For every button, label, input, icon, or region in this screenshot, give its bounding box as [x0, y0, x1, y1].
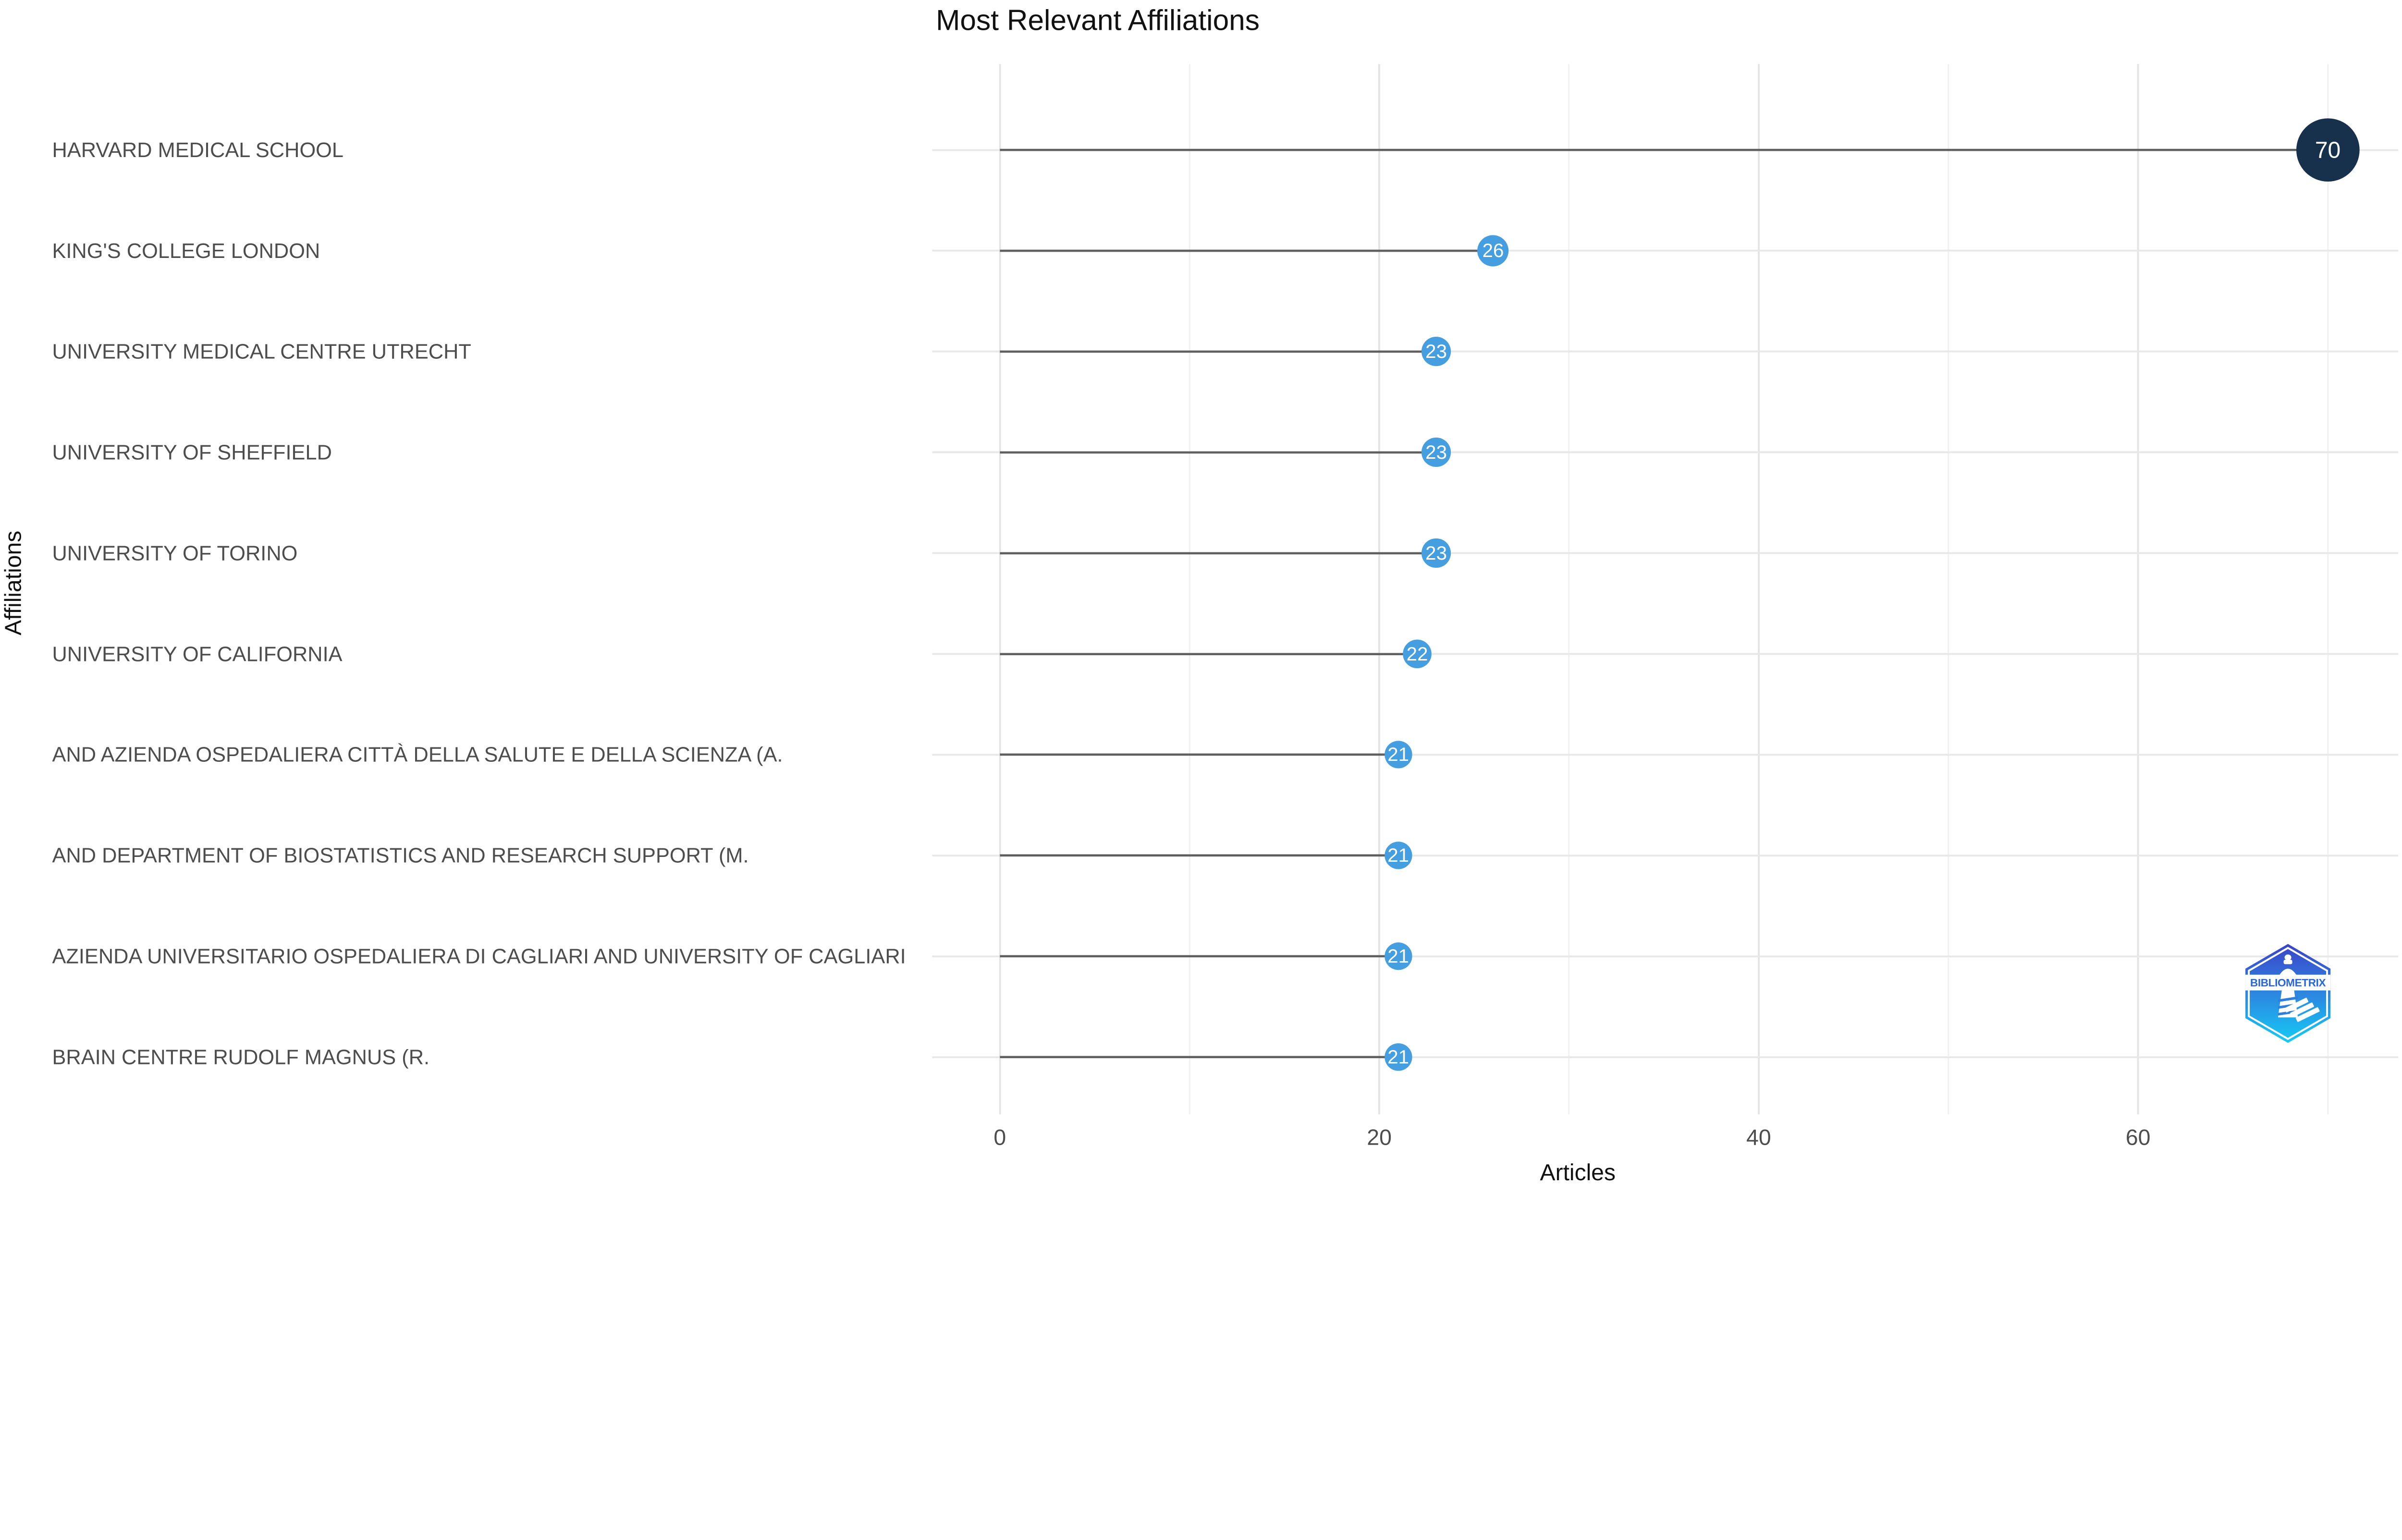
lollipop-stem	[1000, 451, 1436, 453]
row-label: AZIENDA UNIVERSITARIO OSPEDALIERA DI CAG…	[52, 944, 906, 968]
chart-canvas: Most Relevant Affiliations 70 26 23 23 23 22 2…	[0, 3, 2399, 1186]
row-label: HARVARD MEDICAL SCHOOL	[52, 138, 344, 162]
bibliometrix-logo: BIBLIOMETRIX	[2245, 944, 2331, 1043]
value-marker: 22	[1403, 639, 1432, 669]
lollipop-stem	[1000, 1056, 1398, 1059]
gridline-minor	[1568, 64, 1570, 1114]
value-marker: 21	[1384, 741, 1412, 769]
row-gridline	[932, 350, 2399, 353]
row-label: UNIVERSITY OF TORINO	[52, 541, 298, 565]
logo-wordmark: BIBLIOMETRIX	[2250, 977, 2326, 989]
lollipop-stem	[1000, 653, 1418, 655]
y-axis-title: Affiliations	[0, 530, 26, 636]
lollipop-stem	[1000, 552, 1436, 554]
row-gridline	[932, 754, 2399, 756]
row-label: BRAIN CENTRE RUDOLF MAGNUS (R.	[52, 1045, 430, 1069]
value-marker: 21	[1384, 1043, 1412, 1071]
gridline-minor	[1948, 64, 1949, 1114]
lollipop-stem	[1000, 753, 1398, 756]
row-gridline	[932, 250, 2399, 252]
value-marker: 23	[1421, 438, 1451, 467]
row-gridline	[932, 451, 2399, 453]
row-label: KING'S COLLEGE LONDON	[52, 239, 320, 263]
value-marker: 21	[1384, 842, 1412, 869]
row-gridline	[932, 855, 2399, 856]
x-tick-label: 40	[1746, 1124, 1771, 1150]
lollipop-stem	[1000, 854, 1398, 857]
row-gridline	[932, 955, 2399, 957]
chart-title: Most Relevant Affiliations	[936, 3, 1260, 37]
row-label: UNIVERSITY MEDICAL CENTRE UTRECHT	[52, 340, 471, 363]
gridline-minor	[2327, 64, 2329, 1114]
lollipop-stem	[1000, 148, 2328, 151]
value-marker: 23	[1421, 337, 1451, 367]
value-marker: 70	[2296, 118, 2360, 182]
row-label: AND DEPARTMENT OF BIOSTATISTICS AND RESE…	[52, 843, 749, 868]
row-gridline	[932, 1056, 2399, 1058]
row-label: UNIVERSITY OF SHEFFIELD	[52, 440, 332, 464]
x-tick-label: 0	[993, 1124, 1006, 1150]
x-axis-title: Articles	[1540, 1160, 1616, 1186]
lollipop-stem	[1000, 955, 1398, 958]
value-marker: 21	[1384, 942, 1412, 970]
x-tick-label: 20	[1367, 1124, 1392, 1150]
value-marker: 23	[1421, 538, 1451, 568]
row-label: AND AZIENDA OSPEDALIERA CITTÀ DELLA SALU…	[52, 743, 783, 767]
x-tick-label: 60	[2125, 1124, 2151, 1150]
row-gridline	[932, 653, 2399, 655]
logo-lighthouse-art	[2245, 954, 2331, 1022]
row-gridline	[932, 552, 2399, 554]
gridline-minor	[1189, 64, 1190, 1114]
row-label: UNIVERSITY OF CALIFORNIA	[52, 642, 343, 666]
gridline-major	[2137, 64, 2139, 1114]
gridline-major	[999, 64, 1001, 1114]
lollipop-stem	[1000, 350, 1436, 353]
value-marker: 26	[1477, 235, 1509, 267]
gridline-major	[1378, 64, 1381, 1114]
lollipop-stem	[1000, 249, 1494, 252]
gridline-major	[1757, 64, 1760, 1114]
